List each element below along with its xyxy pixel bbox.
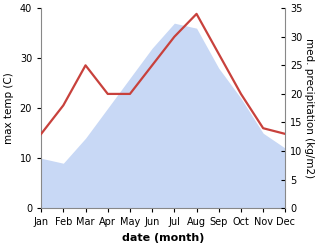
- Y-axis label: max temp (C): max temp (C): [4, 72, 14, 144]
- X-axis label: date (month): date (month): [122, 233, 204, 243]
- Y-axis label: med. precipitation (kg/m2): med. precipitation (kg/m2): [304, 38, 314, 178]
